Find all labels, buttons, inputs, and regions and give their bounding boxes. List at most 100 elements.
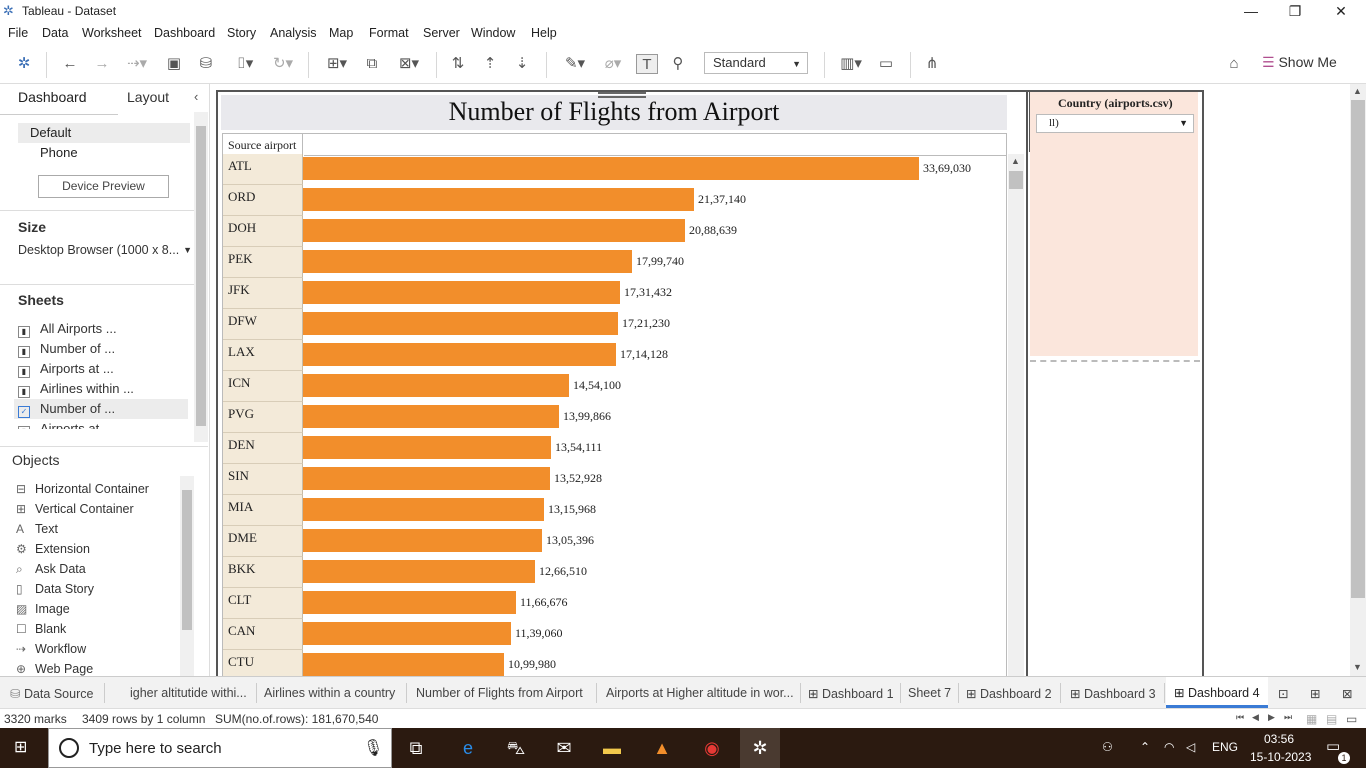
row-label-bkk[interactable]: BKK <box>223 557 303 588</box>
chrome-icon[interactable]: ◉ <box>704 738 720 758</box>
redo-icon[interactable]: → <box>94 55 110 72</box>
highlight-icon[interactable]: ✎▾ <box>564 55 586 72</box>
wifi-icon[interactable]: ◠ <box>1164 740 1175 754</box>
row-label-jfk[interactable]: JFK <box>223 278 303 309</box>
tableau-home-icon[interactable]: ✲ <box>17 55 31 72</box>
replay-icon[interactable]: ⇢▾ <box>126 55 148 72</box>
sort-ascending-icon[interactable]: ⇡ <box>483 55 497 72</box>
sheet-item[interactable]: ▮Airports at ... <box>18 421 114 429</box>
bar-mia[interactable] <box>303 498 544 521</box>
object-data-story[interactable]: ▯ Data Story <box>16 582 95 596</box>
tableau-taskbar-icon[interactable]: ✲ <box>740 728 780 768</box>
swap-icon[interactable]: ⇅ <box>451 55 465 72</box>
object-vertical-container[interactable]: ⊞ Vertical Container <box>16 502 134 516</box>
object-horizontal-container[interactable]: ⊟ Horizontal Container <box>16 482 149 496</box>
new-worksheet-icon[interactable]: ⊡ <box>1278 687 1289 701</box>
device-preview-button[interactable]: Device Preview <box>38 175 169 198</box>
prev-sheet-icon[interactable]: ◀ <box>1252 712 1259 722</box>
menu-file[interactable]: File <box>8 26 29 40</box>
pin-icon[interactable]: ⚲ <box>672 55 684 72</box>
sheet-item[interactable]: ▮ All Airports ... <box>18 321 117 341</box>
bar-lax[interactable] <box>303 343 616 366</box>
size-dropdown[interactable]: Desktop Browser (1000 x 8... ▼ <box>18 243 192 257</box>
row-label-icn[interactable]: ICN <box>223 371 303 402</box>
filmstrip-icon[interactable]: ▤ <box>1326 712 1338 726</box>
duplicate-icon[interactable]: ⧉ <box>366 55 378 72</box>
bar-atl[interactable] <box>303 157 919 180</box>
tab-dashboard[interactable]: ⊞ Dashboard 1 <box>808 687 894 701</box>
object-ask-data[interactable]: ⌕ Ask Data <box>16 562 86 576</box>
clock-time[interactable]: 03:56 <box>1264 732 1295 746</box>
grid-view-icon[interactable]: ▦ <box>1306 712 1318 726</box>
tab-layout[interactable]: Layout <box>127 89 170 105</box>
undo-icon[interactable]: ← <box>62 55 78 72</box>
tab-sheet[interactable]: igher altitutide withi... <box>130 686 247 700</box>
object-image[interactable]: ▨ Image <box>16 602 70 616</box>
object-web-page[interactable]: ⊕ Web Page <box>16 662 94 676</box>
objects-scrollbar[interactable] <box>180 476 194 676</box>
bar-ord[interactable] <box>303 188 694 211</box>
menu-server[interactable]: Server <box>423 26 460 40</box>
sheet-item[interactable]: ▮Airports at ... <box>18 361 114 381</box>
menu-worksheet[interactable]: Worksheet <box>82 26 142 40</box>
row-label-den[interactable]: DEN <box>223 433 303 464</box>
row-label-mia[interactable]: MIA <box>223 495 303 526</box>
last-sheet-icon[interactable]: ⏭ <box>1284 712 1293 722</box>
presentation-icon[interactable]: ▭ <box>878 55 894 72</box>
object-extension[interactable]: ⚙ Extension <box>16 542 90 556</box>
first-sheet-icon[interactable]: ⏮ <box>1236 712 1245 722</box>
tab-dashboard[interactable]: Dashboard <box>18 89 87 105</box>
taskbar-search[interactable]: Type here to search 🎙 <box>48 728 392 768</box>
show-me-button[interactable]: ☰ Show Me <box>1262 54 1337 71</box>
new-dashboard-icon[interactable]: ⊞ <box>1310 687 1321 701</box>
bar-pek[interactable] <box>303 250 632 273</box>
bar-dme[interactable] <box>303 529 542 552</box>
tab-dashboard[interactable]: ⊞ Dashboard 3 <box>1070 687 1156 701</box>
row-label-ctu[interactable]: CTU <box>223 650 303 678</box>
menu-data[interactable]: Data <box>42 26 69 40</box>
volume-icon[interactable]: ◁ <box>1186 740 1196 754</box>
menu-window[interactable]: Window <box>471 26 516 40</box>
edge-icon[interactable]: e <box>462 738 473 758</box>
collapse-pane-icon[interactable]: ‹ <box>194 89 199 104</box>
people-icon[interactable]: ⚇ <box>1102 740 1113 754</box>
clock-date[interactable]: 15-10-2023 <box>1250 750 1312 764</box>
tab-sheet[interactable]: Airlines within a country <box>264 686 396 700</box>
show-labels-icon[interactable]: T <box>636 54 658 74</box>
menu-help[interactable]: Help <box>531 26 557 40</box>
bar-dfw[interactable] <box>303 312 618 335</box>
new-data-source-icon[interactable]: ⛁ <box>199 55 213 72</box>
refresh-icon[interactable]: ↻▾ <box>272 55 294 72</box>
notification-icon[interactable]: ▭ <box>1326 738 1341 755</box>
bar-doh[interactable] <box>303 219 685 242</box>
menu-story[interactable]: Story <box>227 26 257 40</box>
bar-sin[interactable] <box>303 467 550 490</box>
row-label-pvg[interactable]: PVG <box>223 402 303 433</box>
file-explorer-icon[interactable]: ▬ <box>603 738 621 758</box>
bar-jfk[interactable] <box>303 281 620 304</box>
restore-icon[interactable]: ❐ <box>1288 3 1302 19</box>
bar-clt[interactable] <box>303 591 516 614</box>
tab-sheet[interactable]: Number of Flights from Airport <box>416 686 583 700</box>
tab-dashboard-active[interactable]: ⊞ Dashboard 4 <box>1166 677 1268 708</box>
format-painter-icon[interactable]: ⌂ <box>1229 55 1239 72</box>
row-label-ord[interactable]: ORD <box>223 185 303 216</box>
menu-dashboard[interactable]: Dashboard <box>154 26 216 40</box>
scroll-up-icon[interactable]: ▲ <box>1011 156 1020 166</box>
vlc-icon[interactable]: ▲ <box>653 738 671 758</box>
scroll-down-icon[interactable]: ▼ <box>1353 662 1362 672</box>
clear-icon[interactable]: ⊠▾ <box>398 55 420 72</box>
row-label-doh[interactable]: DOH <box>223 216 303 247</box>
tab-dashboard[interactable]: ⊞ Dashboard 2 <box>966 687 1052 701</box>
row-label-clt[interactable]: CLT <box>223 588 303 619</box>
bar-icn[interactable] <box>303 374 569 397</box>
row-label-can[interactable]: CAN <box>223 619 303 650</box>
scroll-up-icon[interactable]: ▲ <box>1353 86 1362 96</box>
group-icon[interactable]: ⌀▾ <box>604 55 622 72</box>
tab-data-source[interactable]: ⛁ Data Source <box>10 687 94 701</box>
bar-bkk[interactable] <box>303 560 535 583</box>
share-icon[interactable]: ⋔ <box>925 55 939 72</box>
tray-chevron-icon[interactable]: ⌃ <box>1140 740 1151 754</box>
row-label-dme[interactable]: DME <box>223 526 303 557</box>
device-phone[interactable]: Phone <box>40 145 78 160</box>
